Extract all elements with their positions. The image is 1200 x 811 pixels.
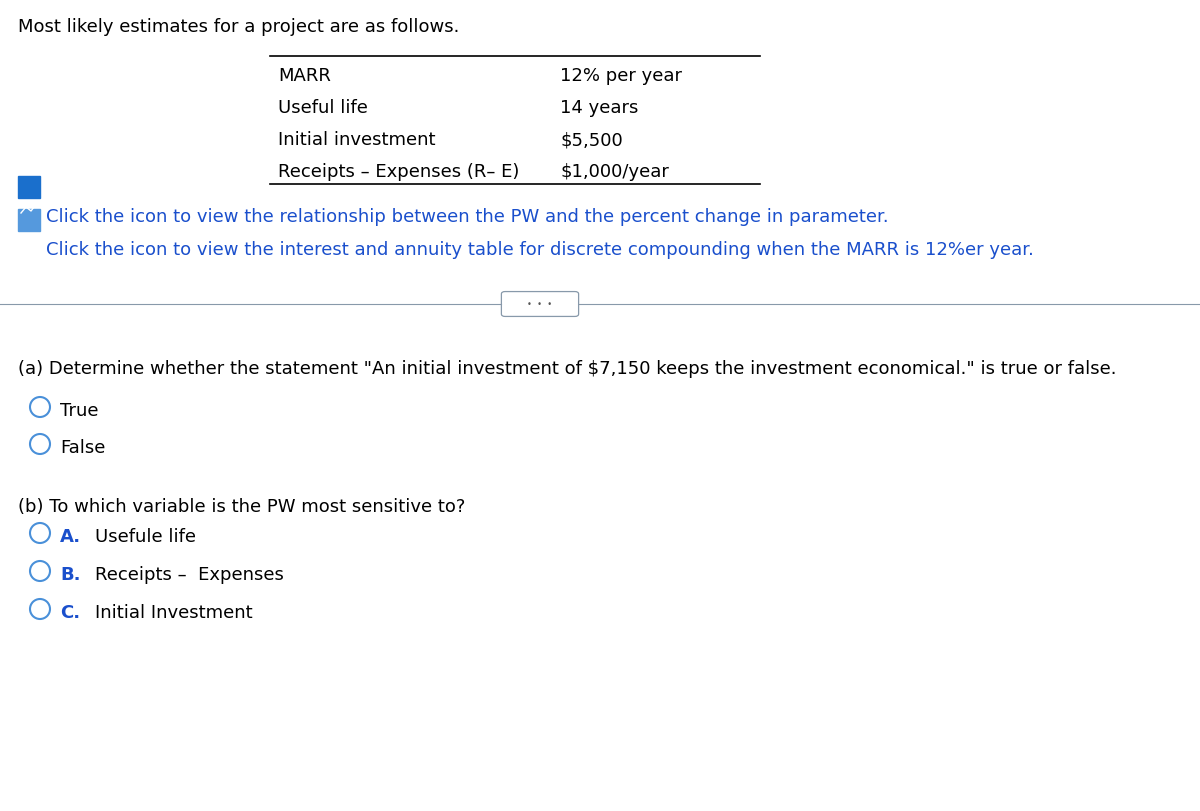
Text: Initial investment: Initial investment	[278, 131, 436, 148]
FancyBboxPatch shape	[502, 292, 578, 317]
Text: True: True	[60, 401, 98, 419]
Text: Click the icon to view the interest and annuity table for discrete compounding w: Click the icon to view the interest and …	[46, 241, 1034, 259]
Text: Usefule life: Usefule life	[95, 527, 196, 545]
Text: Most likely estimates for a project are as follows.: Most likely estimates for a project are …	[18, 18, 460, 36]
Text: Receipts –  Expenses: Receipts – Expenses	[95, 565, 284, 583]
Text: Click the icon to view the relationship between the PW and the percent change in: Click the icon to view the relationship …	[46, 208, 889, 225]
Text: 14 years: 14 years	[560, 99, 638, 117]
Text: (a) Determine whether the statement "An initial investment of $7,150 keeps the i: (a) Determine whether the statement "An …	[18, 359, 1116, 378]
Text: A.: A.	[60, 527, 82, 545]
Text: B.: B.	[60, 565, 80, 583]
FancyBboxPatch shape	[18, 177, 40, 199]
Text: C.: C.	[60, 603, 80, 621]
Text: •  •  •: • • •	[528, 300, 552, 309]
Text: 12% per year: 12% per year	[560, 67, 682, 85]
Text: $1,000/year: $1,000/year	[560, 163, 668, 181]
Text: $5,500: $5,500	[560, 131, 623, 148]
Text: Receipts – Expenses (R– E): Receipts – Expenses (R– E)	[278, 163, 520, 181]
Text: Useful life: Useful life	[278, 99, 368, 117]
Text: (b) To which variable is the PW most sensitive to?: (b) To which variable is the PW most sen…	[18, 497, 466, 515]
Text: MARR: MARR	[278, 67, 331, 85]
FancyBboxPatch shape	[18, 210, 40, 232]
Text: Initial Investment: Initial Investment	[95, 603, 253, 621]
Text: False: False	[60, 439, 106, 457]
